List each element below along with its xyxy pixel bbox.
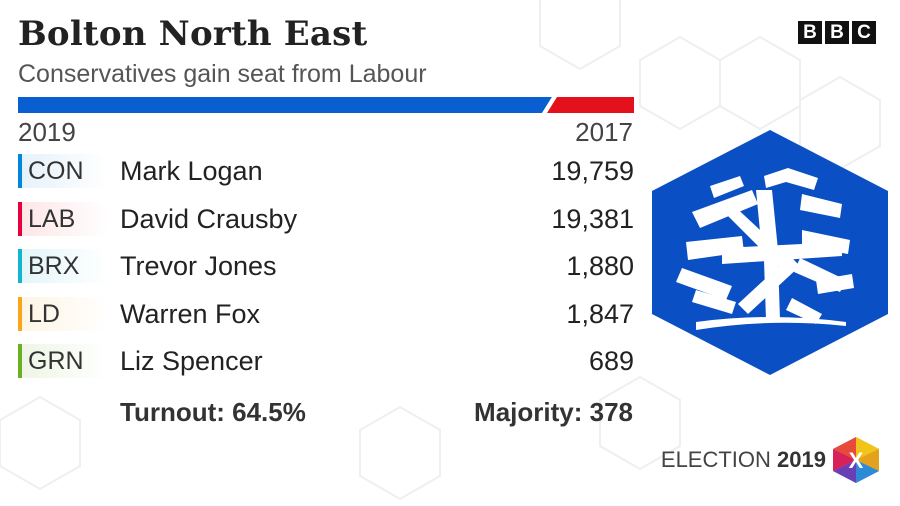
page-subtitle: Conservatives gain seat from Labour [18, 60, 427, 88]
majority-label: Majority: 378 [474, 397, 633, 427]
result-row: LD Warren Fox 1,847 [18, 293, 634, 341]
candidate-name: Mark Logan [120, 156, 263, 186]
party-code: CON [18, 154, 108, 188]
result-row: GRN Liz Spencer 689 [18, 340, 634, 388]
previous-holder-bar [547, 97, 634, 113]
party-code: LAB [18, 201, 108, 236]
bbc-letter: C [852, 21, 876, 44]
party-code: BRX [18, 249, 108, 283]
candidate-name: Trevor Jones [120, 251, 277, 281]
bbc-letter: B [825, 21, 849, 44]
vote-count: 1,847 [566, 298, 634, 329]
election-label: ELECTION [660, 447, 771, 472]
party-code: LD [18, 296, 108, 331]
candidate-name: Liz Spencer [120, 346, 263, 376]
bbc-letter: B [798, 21, 822, 44]
result-row: LAB David Crausby 19,381 [18, 198, 634, 246]
candidate-name: David Crausby [120, 203, 298, 234]
result-row: BRX Trevor Jones 1,880 [18, 245, 634, 293]
vote-count: 19,381 [551, 203, 634, 234]
vote-count: 1,880 [566, 251, 634, 281]
candidate-name: Warren Fox [120, 298, 261, 329]
results-list: CON Mark Logan 19,759 LAB David Crausby … [18, 150, 634, 388]
seat-change-bar [18, 97, 634, 113]
turnout-label: Turnout: 64.5% [120, 397, 306, 427]
election-branding: ELECTION 2019 [661, 447, 826, 473]
election-x-badge-icon: X [833, 437, 879, 483]
badge-letter: X [849, 448, 864, 473]
election-year: 2019 [777, 447, 826, 472]
party-code: GRN [18, 344, 108, 378]
result-row: CON Mark Logan 19,759 [18, 150, 634, 198]
conservative-tree-icon [652, 130, 888, 375]
bbc-logo: B B C [798, 21, 876, 44]
vote-count: 689 [588, 346, 634, 376]
current-year-label: 2019 [18, 117, 76, 147]
vote-count: 19,759 [551, 156, 634, 186]
winner-bar [18, 97, 552, 113]
page-title: Bolton North East [18, 14, 368, 54]
previous-year-label: 2017 [575, 117, 633, 147]
